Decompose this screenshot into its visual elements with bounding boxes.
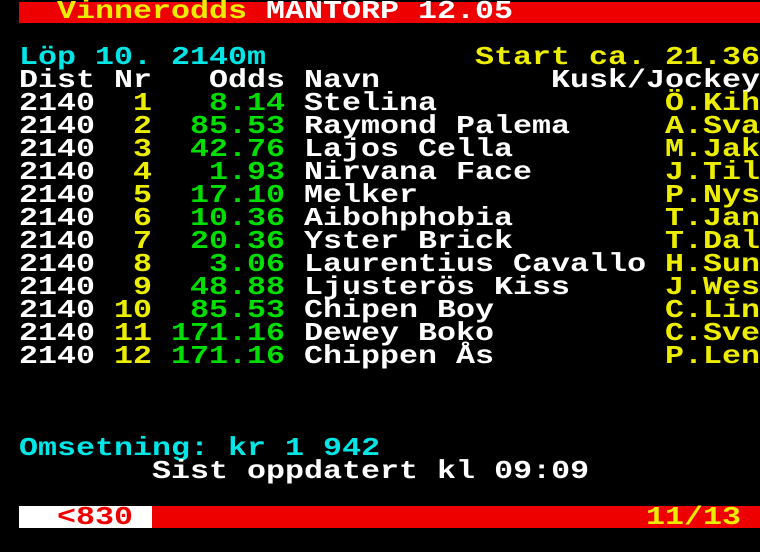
horse-name-cell: Yster Brick <box>304 226 514 256</box>
race-distance-cell: 2140 <box>19 88 96 118</box>
horse-name-cell: Raymond Palema <box>304 111 571 141</box>
table-row: 2140 8 3.06 Laurentius Cavallo H.Sun <box>0 249 760 279</box>
horse-name-cell: Chipen Boy <box>304 295 495 325</box>
driver-code-cell: T.Dal <box>665 226 760 256</box>
race-distance-cell: 2140 <box>19 226 96 256</box>
table-row: 2140 1 8.14 Stelina Ö.Kih <box>0 88 760 118</box>
header-bar <box>19 2 760 23</box>
driver-code-cell: P.Nys <box>665 180 760 210</box>
horse-number-cell: 3 <box>133 134 153 164</box>
horse-number-cell: 7 <box>133 226 153 256</box>
horse-number-cell: 4 <box>133 157 153 187</box>
odds-value-cell: 85.53 <box>190 111 286 141</box>
page-index: 11/13 <box>646 502 742 532</box>
horse-number-cell: 2 <box>133 111 153 141</box>
horse-name-cell: Dewey Boko <box>304 318 495 348</box>
odds-value-cell: 1.93 <box>209 157 286 187</box>
turnover-text: Omsetning: kr 1 942 <box>19 433 381 463</box>
table-row: 2140 9 48.88 Ljusterös Kiss J.Wes <box>0 272 760 302</box>
statusbar-bar <box>152 506 760 528</box>
table-row: 2140 2 85.53 Raymond Palema A.Sva <box>0 111 760 141</box>
odds-value-cell: 171.16 <box>171 318 286 348</box>
odds-value-cell: 17.10 <box>190 180 286 210</box>
race-distance-cell: 2140 <box>19 272 96 302</box>
table-row: 2140 6 10.36 Aibohphobia T.Jan <box>0 203 760 233</box>
race-distance-cell: 2140 <box>19 180 96 210</box>
horse-name-cell: Stelina <box>304 88 438 118</box>
race-distance-cell: 2140 <box>19 318 96 348</box>
table-row: 2140 3 42.76 Lajos Cella M.Jak <box>0 134 760 164</box>
odds-value-cell: 171.16 <box>171 341 286 371</box>
odds-value-cell: 42.76 <box>190 134 286 164</box>
table-row: 2140 4 1.93 Nirvana Face J.Til <box>0 157 760 187</box>
driver-code-cell: M.Jak <box>665 134 760 164</box>
horse-number-cell: 6 <box>133 203 153 233</box>
horse-name-cell: Laurentius Cavallo <box>304 249 647 279</box>
horse-name-cell: Ljusterös Kiss <box>304 272 571 302</box>
odds-value-cell: 48.88 <box>190 272 286 302</box>
table-row: 2140 12 171.16 Chippen Ås P.Len <box>0 341 760 371</box>
track-title: MANTORP 12.05 <box>266 0 514 26</box>
driver-code-cell: P.Len <box>665 341 760 371</box>
race-distance-cell: 2140 <box>19 111 96 141</box>
driver-code-cell: J.Til <box>665 157 760 187</box>
driver-code-cell: T.Jan <box>665 203 760 233</box>
driver-code-cell: C.Sve <box>665 318 760 348</box>
horse-number-cell: 11 <box>114 318 153 348</box>
race-distance-cell: 2140 <box>19 134 96 164</box>
driver-code-cell: J.Wes <box>665 272 760 302</box>
horse-name-cell: Chippen Ås <box>304 341 495 371</box>
last-updated-text: Sist oppdatert kl 09:09 <box>152 456 590 486</box>
odds-value-cell: 20.36 <box>190 226 286 256</box>
horse-number-cell: 8 <box>133 249 153 279</box>
horse-name-cell: Lajos Cella <box>304 134 514 164</box>
race-distance-cell: 2140 <box>19 203 96 233</box>
odds-value-cell: 85.53 <box>190 295 286 325</box>
table-row: 2140 11 171.16 Dewey Boko C.Sve <box>0 318 760 348</box>
race-label: Löp 10. 2140m <box>19 42 267 72</box>
column-header-nr: Nr <box>114 65 153 95</box>
odds-value-cell: 3.06 <box>209 249 286 279</box>
horse-number-cell: 5 <box>133 180 153 210</box>
table-row: 2140 7 20.36 Yster Brick T.Dal <box>0 226 760 256</box>
driver-code-cell: Ö.Kih <box>665 88 760 118</box>
race-distance-cell: 2140 <box>19 295 96 325</box>
race-distance-cell: 2140 <box>19 249 96 279</box>
driver-code-cell: H.Sun <box>665 249 760 279</box>
table-row: 2140 10 85.53 Chipen Boy C.Lin <box>0 295 760 325</box>
race-start-time: Start ca. 21.36 <box>475 42 760 72</box>
column-header-name: Navn <box>304 65 381 95</box>
horse-number-cell: 9 <box>133 272 153 302</box>
column-header-dist: Dist <box>19 65 96 95</box>
table-row: 2140 5 17.10 Melker P.Nys <box>0 180 760 210</box>
horse-number-cell: 1 <box>133 88 153 118</box>
driver-code-cell: C.Lin <box>665 295 760 325</box>
column-header-odds: Odds <box>209 65 286 95</box>
column-header-driver: Kusk/Jockey <box>551 65 760 95</box>
odds-value-cell: 8.14 <box>209 88 286 118</box>
horse-number-cell: 12 <box>114 341 153 371</box>
service-title: Vinnerodds <box>57 0 248 26</box>
driver-code-cell: A.Sva <box>665 111 760 141</box>
race-distance-cell: 2140 <box>19 341 96 371</box>
horse-name-cell: Nirvana Face <box>304 157 533 187</box>
page-back-link[interactable]: <830 <box>57 502 134 532</box>
horse-name-cell: Aibohphobia <box>304 203 514 233</box>
odds-value-cell: 10.36 <box>190 203 286 233</box>
statusbar-page-box <box>19 506 152 528</box>
race-distance-cell: 2140 <box>19 157 96 187</box>
horse-number-cell: 10 <box>114 295 153 325</box>
horse-name-cell: Melker <box>304 180 419 210</box>
